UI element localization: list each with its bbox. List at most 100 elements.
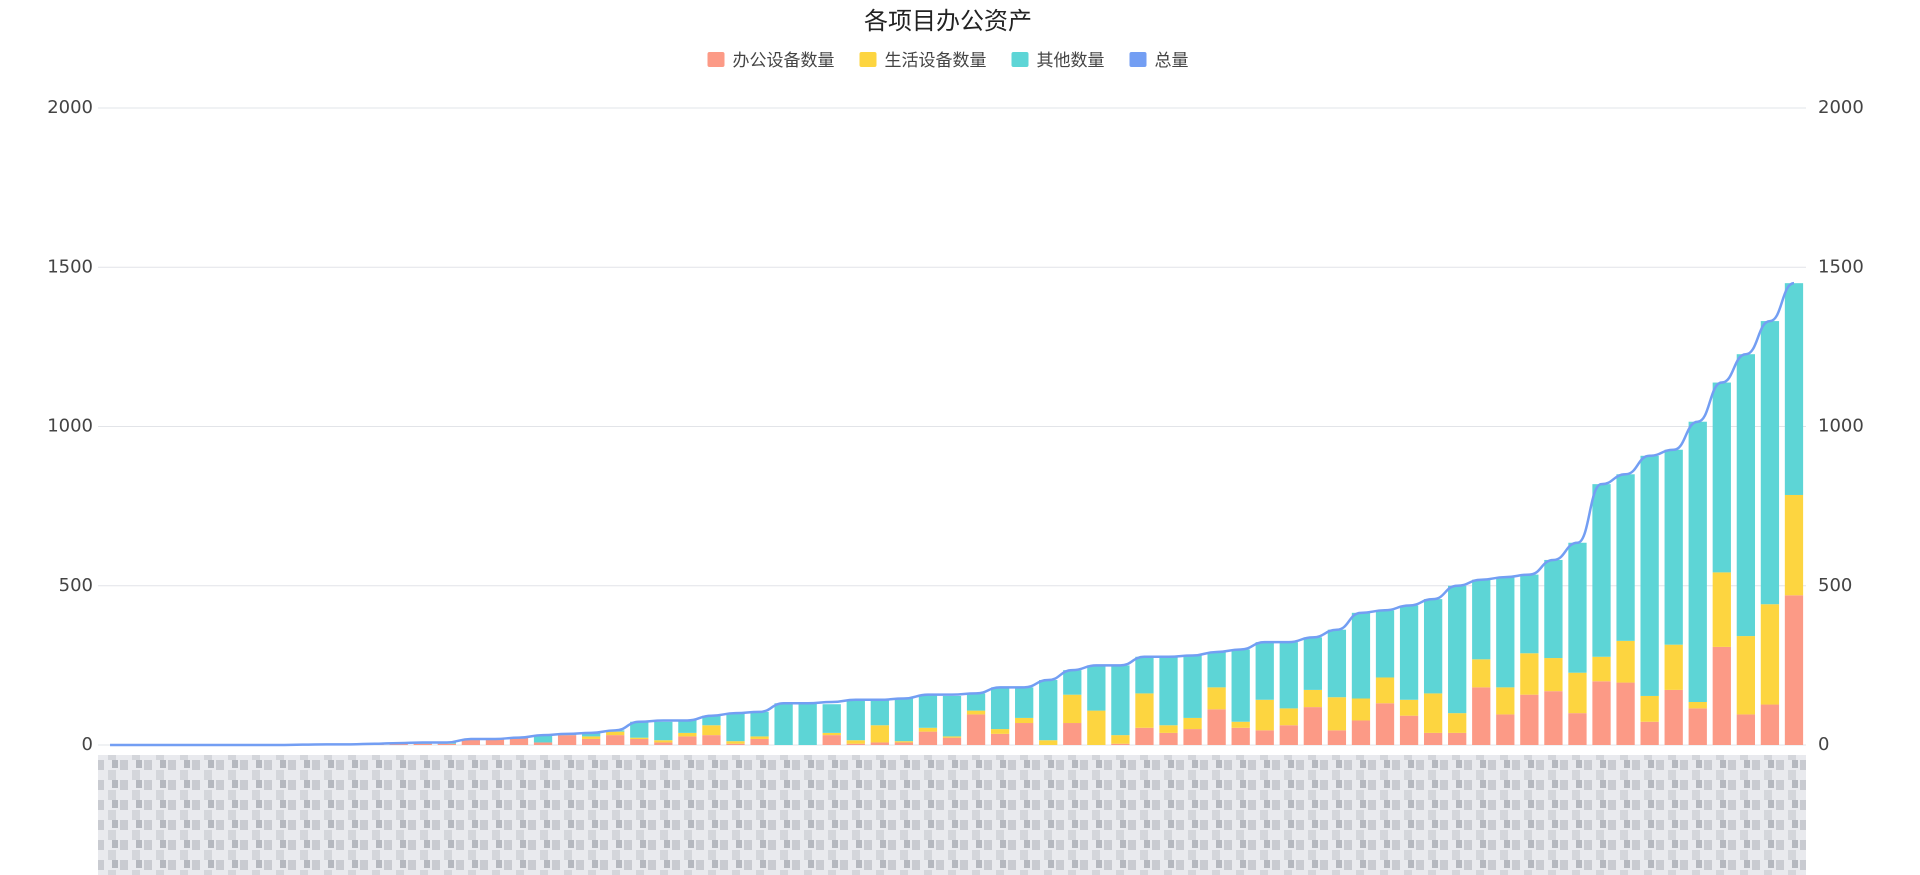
bar <box>1664 689 1683 745</box>
bar <box>942 695 962 737</box>
bar <box>990 687 1010 730</box>
y2-tick-label: 0 <box>1818 734 1829 755</box>
bar <box>1231 727 1250 745</box>
bar <box>1568 713 1587 745</box>
bar <box>1231 721 1250 728</box>
bar <box>1039 680 1058 741</box>
bar <box>1784 595 1804 745</box>
bar <box>1015 723 1034 745</box>
bar <box>1423 693 1443 733</box>
bar <box>1063 723 1082 745</box>
bar <box>1207 709 1226 745</box>
bar <box>750 738 769 745</box>
y-tick-label: 1000 <box>47 416 93 437</box>
bar <box>1640 455 1659 696</box>
bar <box>461 738 481 745</box>
bar <box>1135 656 1154 694</box>
bar <box>870 742 889 745</box>
bar <box>870 699 889 726</box>
legend-label: 总量 <box>1155 51 1189 71</box>
bar <box>630 738 649 745</box>
y2-tick-label: 2000 <box>1818 97 1864 118</box>
bar <box>1279 642 1298 709</box>
bar <box>750 736 769 739</box>
bar <box>1015 717 1034 724</box>
bar <box>1423 599 1443 694</box>
bar <box>870 725 889 743</box>
bar <box>1448 713 1467 733</box>
bar <box>1472 687 1491 745</box>
bar <box>1159 732 1178 745</box>
bar <box>654 742 673 745</box>
bar <box>1183 717 1202 730</box>
bar <box>822 704 841 733</box>
bar <box>533 735 553 743</box>
legend: 办公设备数量 生活设备数量 其他数量 总量 <box>707 51 1189 71</box>
bar <box>1520 694 1539 745</box>
bar <box>1135 693 1154 728</box>
bar <box>918 731 938 745</box>
bar <box>1472 579 1491 660</box>
bar <box>1568 672 1587 714</box>
bar <box>1039 740 1058 745</box>
bar <box>557 735 577 745</box>
bar <box>1760 604 1780 705</box>
bar <box>1472 659 1491 688</box>
bar <box>1592 681 1611 745</box>
y-tick-label: 2000 <box>47 97 93 118</box>
bar <box>1712 646 1731 745</box>
bar <box>1327 730 1347 745</box>
bar <box>918 727 938 732</box>
bar <box>726 743 745 745</box>
bar <box>1520 574 1539 654</box>
bar <box>1616 474 1635 641</box>
bar <box>1544 691 1563 745</box>
bar <box>1544 658 1563 692</box>
bar <box>1015 687 1034 718</box>
bar <box>1279 725 1298 745</box>
bar <box>822 735 841 745</box>
bar <box>1159 725 1178 733</box>
bar <box>678 720 697 733</box>
bar <box>1183 729 1202 745</box>
y-tick-label: 1500 <box>47 256 93 277</box>
bar <box>654 740 673 743</box>
bar <box>966 710 986 715</box>
bar <box>509 737 529 745</box>
bar <box>654 721 673 741</box>
bar <box>1255 699 1274 731</box>
bar <box>822 732 841 736</box>
bar <box>1712 572 1731 647</box>
bar <box>894 742 914 745</box>
bar <box>1616 682 1635 745</box>
bar <box>1592 656 1611 682</box>
bar <box>582 736 601 739</box>
bar <box>678 732 697 737</box>
bar <box>1784 283 1804 495</box>
bar <box>678 736 697 745</box>
bar <box>966 693 986 711</box>
line <box>110 281 1795 747</box>
bar <box>726 713 745 742</box>
bar <box>606 731 625 736</box>
bar <box>1520 653 1539 695</box>
bar <box>437 743 456 745</box>
bar <box>1351 612 1371 699</box>
bar <box>1351 698 1371 721</box>
bar <box>1111 743 1130 745</box>
bar <box>1736 354 1756 637</box>
bar <box>533 742 553 745</box>
bar <box>990 733 1010 745</box>
bar <box>1688 702 1707 709</box>
bar <box>702 725 721 736</box>
bar <box>630 737 649 739</box>
bar <box>1183 655 1202 718</box>
bar <box>702 735 721 745</box>
bar <box>1496 714 1515 745</box>
bar <box>630 721 649 738</box>
bar <box>1375 677 1395 704</box>
bar <box>1231 649 1250 722</box>
bar <box>1279 708 1298 726</box>
bar <box>1159 656 1178 726</box>
